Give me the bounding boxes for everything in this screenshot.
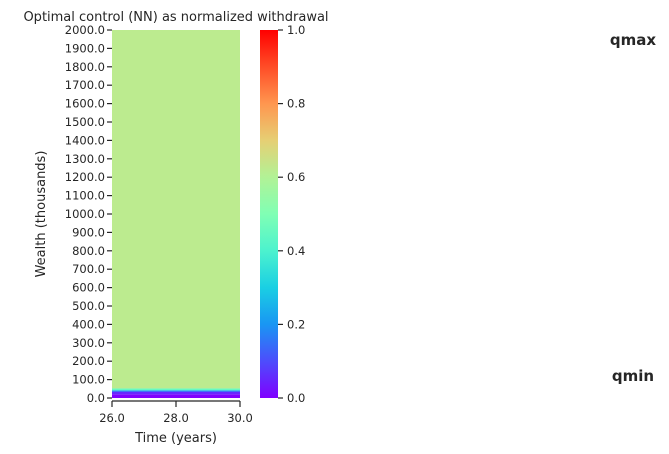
heatmap-band: [112, 390, 240, 392]
y-tick-label: 300.0: [72, 336, 105, 350]
x-tick-label: 26.0: [99, 411, 125, 425]
y-tick-label: 0.0: [87, 391, 105, 405]
y-tick-label: 800.0: [72, 244, 105, 258]
y-tick-label: 1700.0: [65, 78, 105, 92]
x-tick-label: 30.0: [227, 411, 253, 425]
colorbar-tick-label: 1.0: [287, 23, 305, 37]
heatmap: [112, 30, 240, 398]
colorbar: [260, 30, 278, 398]
heatmap-band: [112, 394, 240, 398]
heatmap-band: [112, 391, 240, 395]
chart-title: Optimal control (NN) as normalized withd…: [23, 10, 328, 25]
y-tick-label: 1000.0: [65, 207, 105, 221]
x-axis-label: Time (years): [134, 431, 217, 446]
colorbar-tick-label: 0.8: [287, 97, 305, 111]
colorbar-tick-label: 0.6: [287, 170, 305, 184]
y-tick-label: 600.0: [72, 281, 105, 295]
qmin-annotation: qmin: [612, 367, 654, 385]
heatmap-band: [112, 388, 240, 391]
colorbar-tick-label: 0.0: [287, 391, 305, 405]
y-tick-label: 1500.0: [65, 115, 105, 129]
y-tick-label: 1400.0: [65, 133, 105, 147]
y-tick-label: 500.0: [72, 299, 105, 313]
y-tick-label: 1900.0: [65, 41, 105, 55]
x-tick-label: 28.0: [163, 411, 189, 425]
x-axis: 26.0 28.0 30.0: [99, 400, 253, 425]
qmax-annotation: qmax: [610, 31, 656, 49]
y-tick-label: 900.0: [72, 225, 105, 239]
y-tick-label: 100.0: [72, 373, 105, 387]
y-tick-label: 1300.0: [65, 152, 105, 166]
heatmap-band: [112, 30, 240, 389]
y-tick-label: 400.0: [72, 317, 105, 331]
y-axis-label: Wealth (thousands): [34, 151, 49, 278]
y-tick-label: 1600.0: [65, 97, 105, 111]
y-tick-label: 2000.0: [65, 23, 105, 37]
colorbar-axis: 0.0 0.2 0.4 0.6 0.8 1.0: [278, 23, 305, 405]
y-tick-label: 1800.0: [65, 60, 105, 74]
colorbar-tick-label: 0.4: [287, 244, 305, 258]
y-axis: 0.0 100.0 200.0 300.0 400.0 500.0 600.0 700.0 80…: [65, 23, 112, 405]
colorbar-tick-label: 0.2: [287, 317, 305, 331]
y-tick-label: 200.0: [72, 354, 105, 368]
y-tick-label: 1100.0: [65, 189, 105, 203]
y-tick-label: 1200.0: [65, 170, 105, 184]
y-tick-label: 700.0: [72, 262, 105, 276]
